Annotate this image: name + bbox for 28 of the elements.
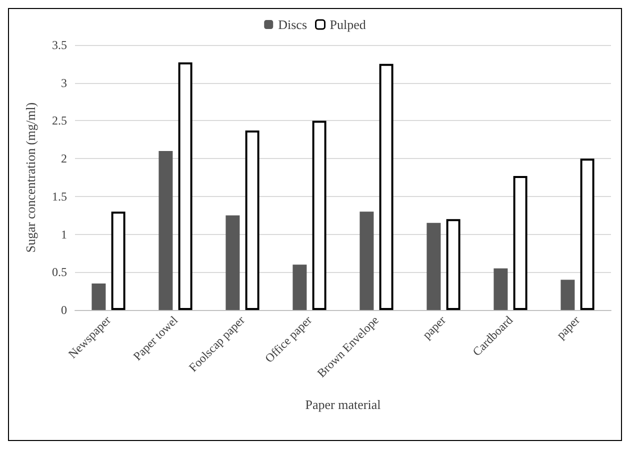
legend-label: Discs: [278, 17, 308, 32]
bar: [513, 176, 528, 310]
legend-label: Pulped: [330, 17, 366, 32]
bar: [226, 215, 240, 310]
y-tick-label: 2.5: [52, 114, 67, 128]
bar: [92, 284, 106, 310]
bar: [158, 151, 173, 310]
y-tick-label: 3: [61, 76, 67, 90]
bar: [360, 212, 374, 310]
y-tick-label: 1: [61, 227, 67, 242]
bar: [494, 268, 508, 310]
bar: [292, 264, 307, 310]
y-tick-label: 2: [61, 152, 67, 166]
x-axis-title: Paper material: [305, 397, 382, 412]
bar: [111, 212, 126, 310]
y-tick-label: 3.5: [52, 38, 67, 52]
bar: [245, 130, 260, 310]
bar: [560, 280, 575, 310]
y-tick-label: 1.5: [52, 189, 67, 204]
y-tick-label: 0.5: [52, 265, 67, 280]
y-axis-title: Sugar concentration (mg/ml): [23, 102, 38, 253]
bar: [446, 219, 460, 310]
bar: [178, 62, 192, 310]
y-tick-label: 0: [61, 303, 67, 317]
bar: [379, 64, 394, 310]
bar: [580, 158, 594, 310]
bar: [426, 222, 441, 310]
bar: [312, 120, 326, 310]
